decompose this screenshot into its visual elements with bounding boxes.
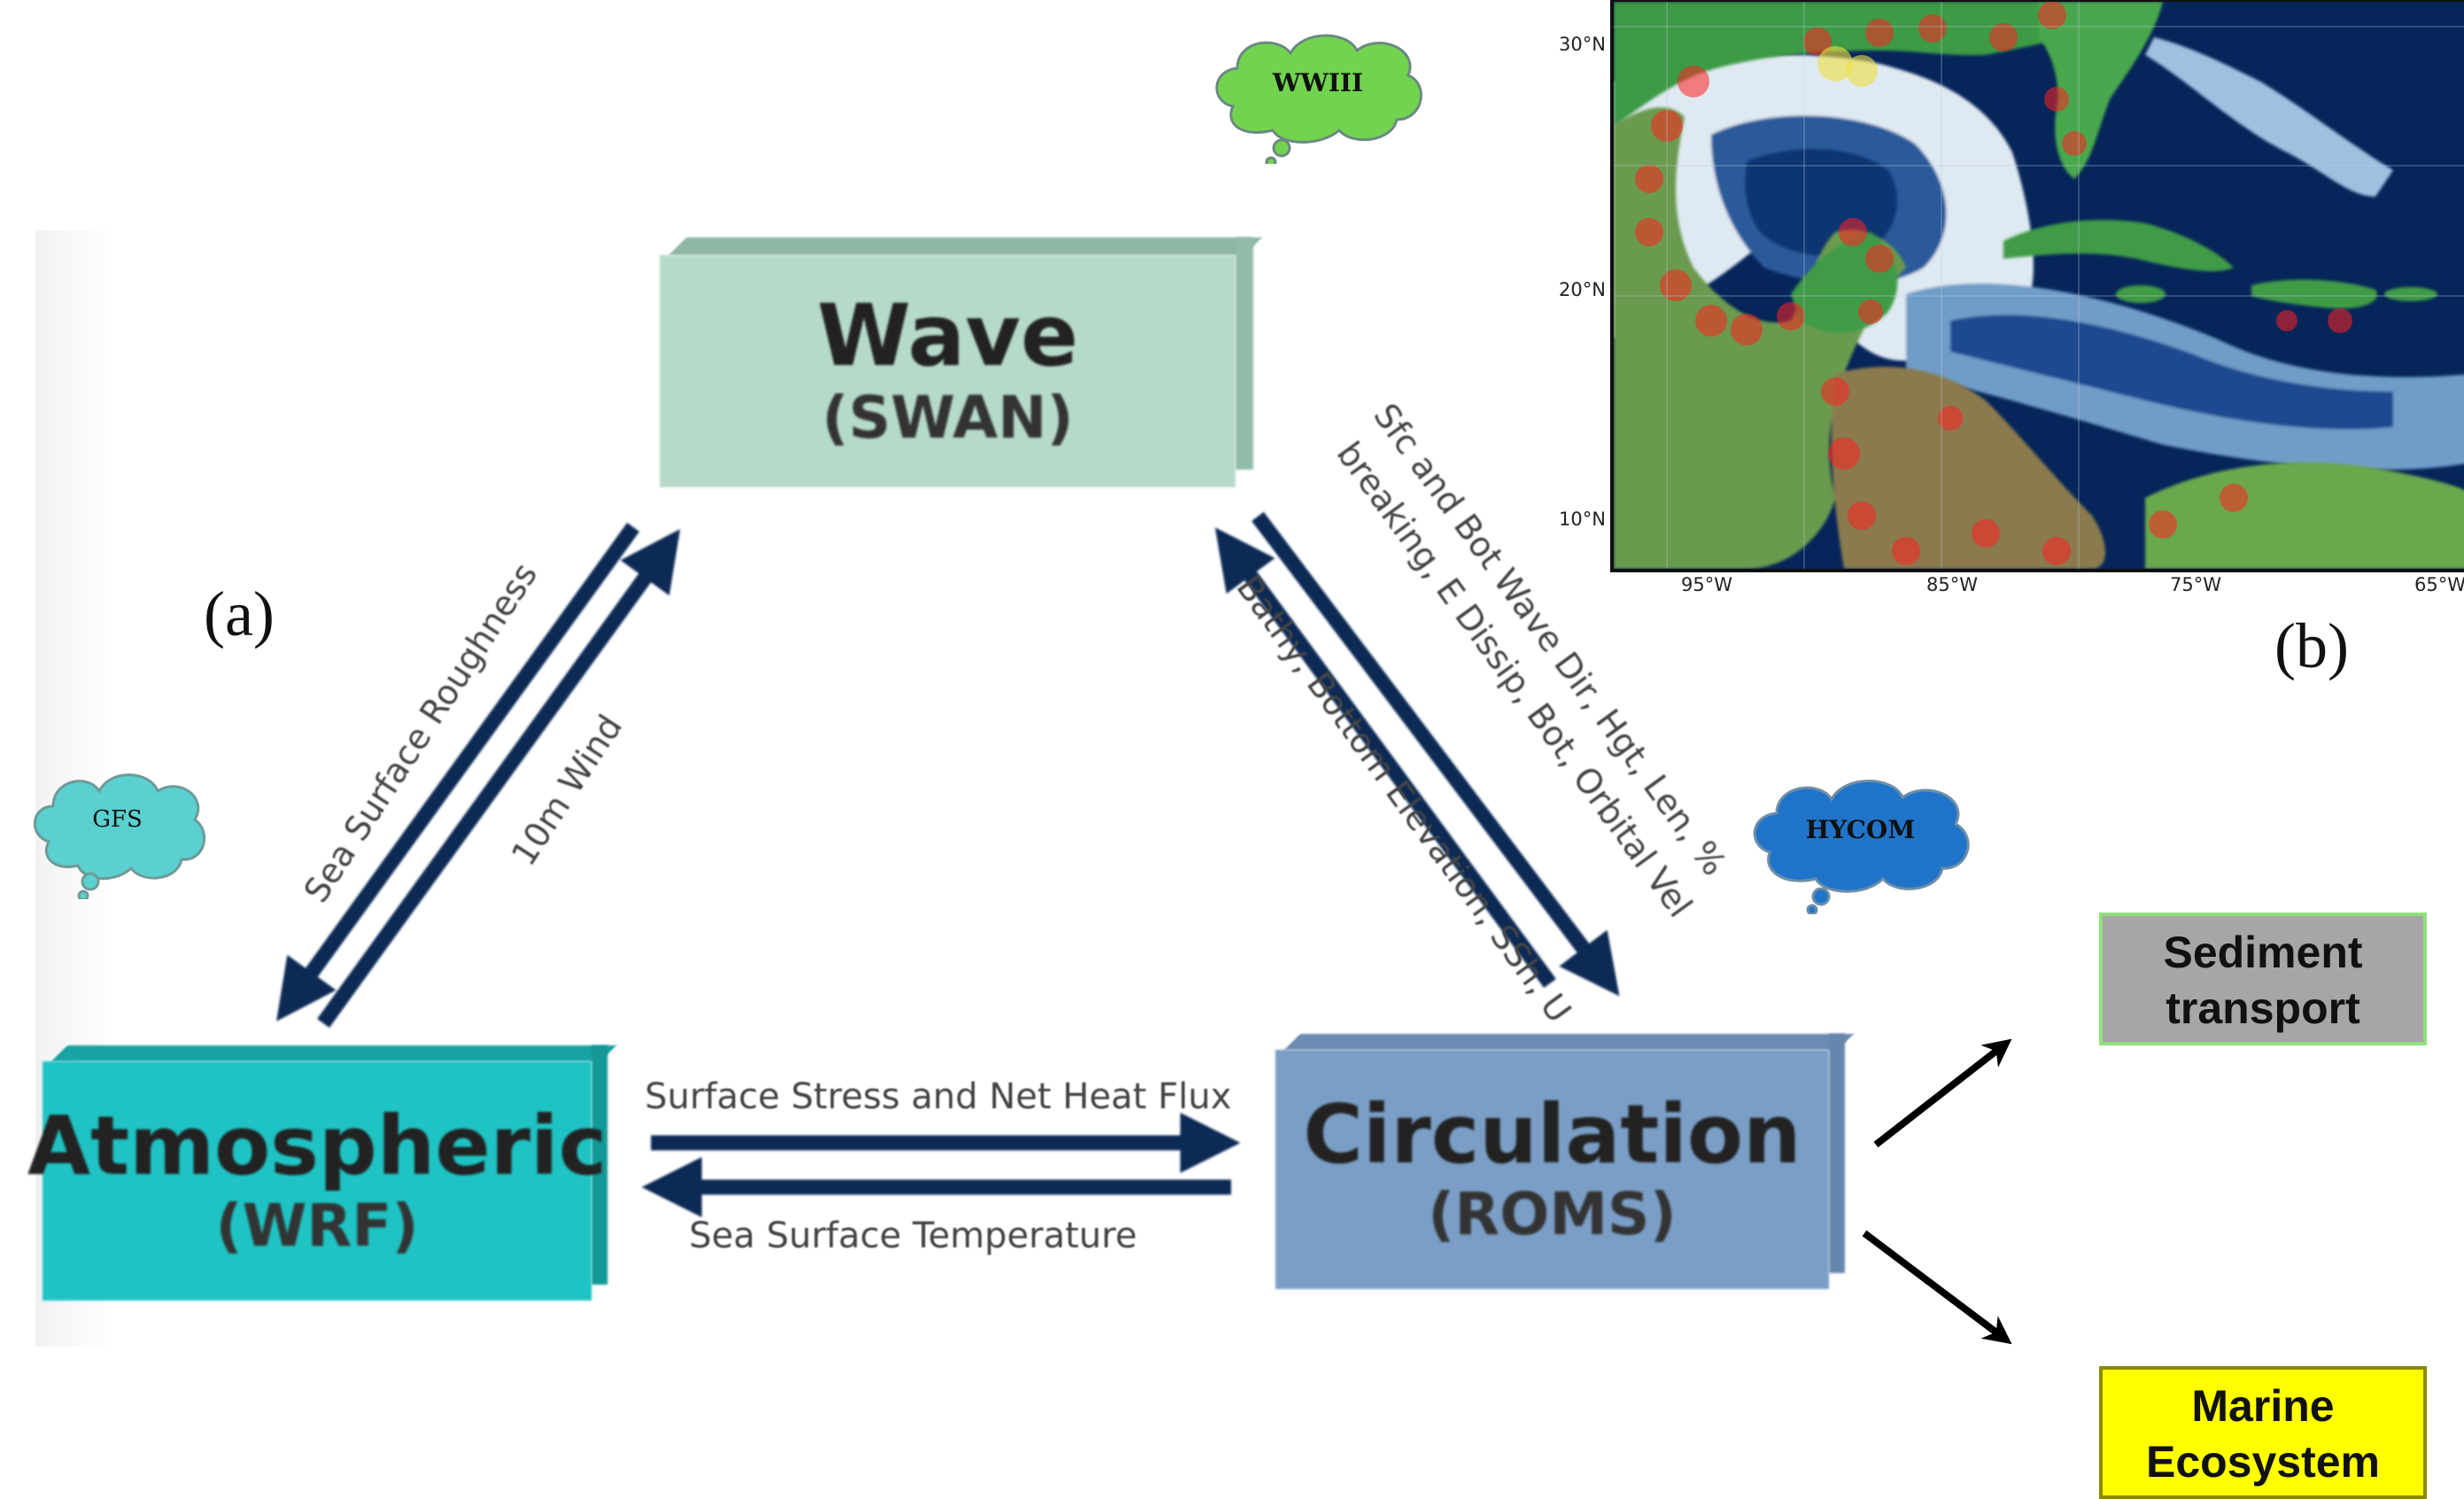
map-lat-label-10n: 10°N	[1559, 509, 1606, 530]
arrow-circulation-to-wave	[1214, 527, 1556, 989]
cloud-gfs-label: GFS	[92, 806, 143, 833]
wave-box-title: Wave	[817, 285, 1079, 385]
cloud-gfs: GFS	[27, 757, 208, 902]
marine-line-1: Marine	[2191, 1381, 2335, 1431]
cloud-hycom-shape	[1753, 780, 1970, 916]
circulation-box-side-face	[1829, 1034, 1845, 1273]
wave-swan-box: Wave (SWAN)	[660, 255, 1236, 487]
atmospheric-box-model: (WRF)	[215, 1192, 419, 1260]
circulation-box-model: (ROMS)	[1428, 1180, 1677, 1248]
label-surface-stress-heat-flux: Surface Stress and Net Heat Flux	[645, 1076, 1232, 1117]
arrow-wave-to-circulation	[1251, 511, 1620, 997]
panel-label-b: (b)	[2274, 610, 2349, 681]
arrow-wave-to-atmospheric	[276, 523, 639, 1021]
cloud-hycom: HYCOM	[1743, 764, 1978, 916]
map-lon-label-85w: 85°W	[1926, 574, 1978, 595]
gulf-of-mexico-map	[1610, 0, 2464, 572]
map-lon-label-95w: 95°W	[1681, 574, 1732, 595]
map-lon-label-75w: 75°W	[2170, 574, 2221, 595]
label-sea-surface-temperature: Sea Surface Temperature	[689, 1216, 1137, 1256]
atmospheric-box-side-face	[592, 1045, 608, 1285]
sediment-line-2: transport	[2166, 983, 2360, 1033]
circulation-roms-box: Circulation (ROMS)	[1275, 1050, 1829, 1289]
cloud-wwiii-shape	[1215, 34, 1422, 168]
sediment-transport-box: Sediment transport	[2099, 913, 2427, 1045]
cloud-wwiii: WWIII	[1206, 22, 1430, 168]
sediment-line-1: Sediment	[2163, 928, 2363, 977]
panel-label-a: (a)	[204, 579, 275, 649]
wave-box-model: (SWAN)	[821, 384, 1073, 453]
map-image	[1614, 2, 2464, 569]
cloud-wwiii-label: WWIII	[1272, 68, 1364, 97]
atmospheric-box-title: Atmospheric	[27, 1098, 608, 1193]
arrow-to-marine	[1862, 1230, 2012, 1345]
cloud-hycom-label: HYCOM	[1805, 815, 1916, 844]
marine-line-2: Ecosystem	[2145, 1436, 2381, 1487]
wave-box-side-face	[1236, 237, 1253, 470]
map-lat-label-20n: 20°N	[1559, 279, 1606, 300]
map-lon-label-65w: 65°W	[2414, 574, 2464, 595]
map-lat-label-30n: 30°N	[1559, 34, 1606, 55]
marine-ecosystem-box: Marine Ecosystem	[2099, 1366, 2427, 1499]
atmospheric-wrf-box: Atmospheric (WRF)	[27, 1061, 607, 1301]
arrow-to-sediment	[1873, 1038, 2012, 1148]
arrow-atmospheric-to-wave	[317, 529, 680, 1028]
circulation-box-title: Circulation	[1303, 1086, 1802, 1182]
